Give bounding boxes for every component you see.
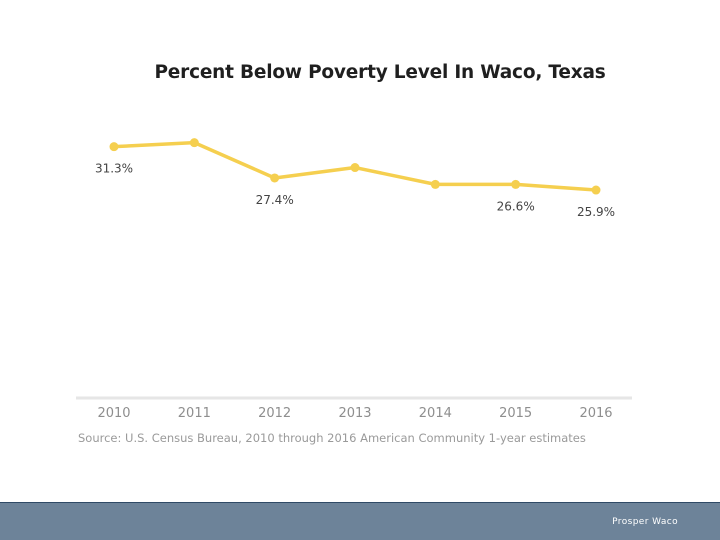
x-tick-2012: 2012 (258, 406, 291, 421)
data-label-2016: 25.9% (577, 205, 615, 219)
x-tick-2016: 2016 (579, 406, 612, 421)
data-point-2016 (591, 185, 601, 195)
data-point-2010 (109, 142, 119, 152)
data-point-2013 (350, 163, 360, 173)
footer-label: Prosper Waco (612, 517, 678, 527)
data-point-2014 (430, 179, 440, 189)
footer-bar: Prosper Waco (0, 502, 720, 540)
x-tick-2013: 2013 (338, 406, 371, 421)
data-label-2012: 27.4% (256, 193, 294, 207)
chart-source: Source: U.S. Census Bureau, 2010 through… (78, 431, 586, 445)
x-tick-2015: 2015 (499, 406, 532, 421)
data-point-2015 (511, 179, 521, 189)
chart-title: Percent Below Poverty Level In Waco, Tex… (154, 62, 606, 83)
x-tick-2014: 2014 (419, 406, 452, 421)
data-label-2010: 31.3% (95, 162, 133, 176)
data-label-2015: 26.6% (497, 199, 535, 213)
data-point-2012 (270, 173, 280, 183)
x-tick-2010: 2010 (97, 406, 130, 421)
x-tick-2011: 2011 (178, 406, 211, 421)
data-point-2011 (189, 138, 199, 148)
